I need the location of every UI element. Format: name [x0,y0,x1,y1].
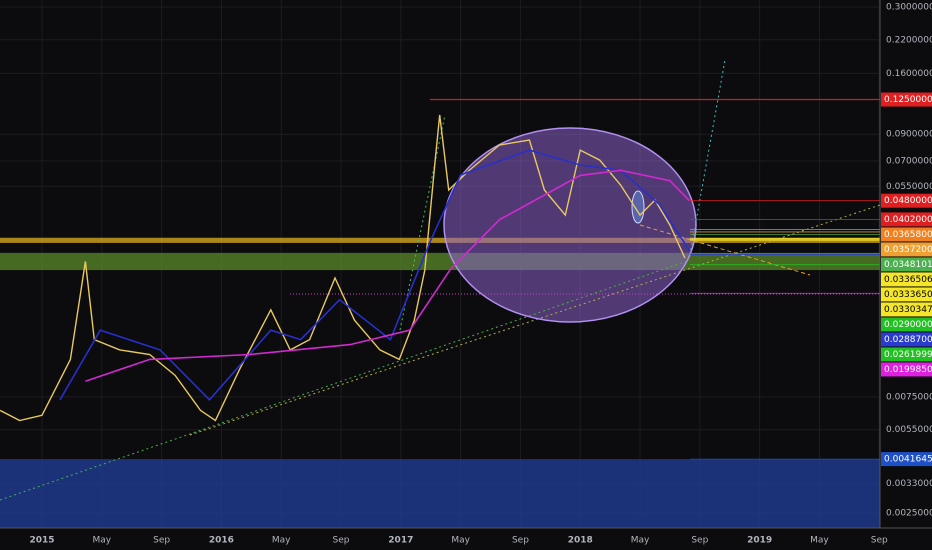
price-tag [881,332,932,347]
ellipse-drawing [443,127,697,323]
price-tag [881,302,932,317]
volume-pane [0,459,880,528]
series-line [0,114,686,422]
x-tick-label: 2015 [29,536,54,546]
x-tick-label: May [93,536,112,546]
price-tag [881,227,932,242]
price-tag [881,317,932,332]
x-tick-label: Sep [871,536,888,546]
x-tick-label: May [451,536,470,546]
x-tick-label: May [631,536,650,546]
price-tag-label: 0.00416450 [884,455,932,465]
price-tag [881,452,932,467]
x-tick-label: 2016 [209,536,234,546]
x-tick-label: 2017 [388,536,413,546]
series-line [85,169,690,382]
x-tick-label: 2019 [747,536,772,546]
x-tick-label: May [272,536,291,546]
trend-line [639,224,811,276]
price-tag-label: 0.03481015 [884,260,932,270]
small-ellipse-drawing [631,190,645,224]
price-zone [0,237,880,243]
x-tick-label: 2018 [568,536,593,546]
price-tag [881,92,932,107]
x-tick-label: Sep [333,536,350,546]
series-line [59,149,691,401]
price-tag-label: 0.03365065 [884,275,932,285]
overlay [0,98,880,460]
price-tag [881,272,932,287]
x-tick-label: May [810,536,829,546]
price-tag [881,347,932,362]
price-tag [881,242,932,257]
price-tag [881,193,932,208]
price-tag-label: 0.03336505 [884,290,932,300]
price-tag [881,212,932,227]
price-zone [0,252,880,271]
price-tag [881,287,932,302]
x-tick-label: Sep [153,536,170,546]
price-tag-label: 0.02619999 [884,350,932,360]
trend-line [0,259,691,501]
price-tag-label: 0.02887008 [884,335,932,345]
trend-line [689,59,726,256]
price-tag [881,257,932,272]
price-tag-label: 0.03303475 [884,305,932,315]
price-tag [881,362,932,377]
x-tick-label: Sep [512,536,529,546]
axes: 2015 May Sep 2016 May Sep 2017 May Sep 2018 May Sep… [29,2,932,546]
trend-line [189,204,881,436]
x-tick-label: Sep [691,536,708,546]
